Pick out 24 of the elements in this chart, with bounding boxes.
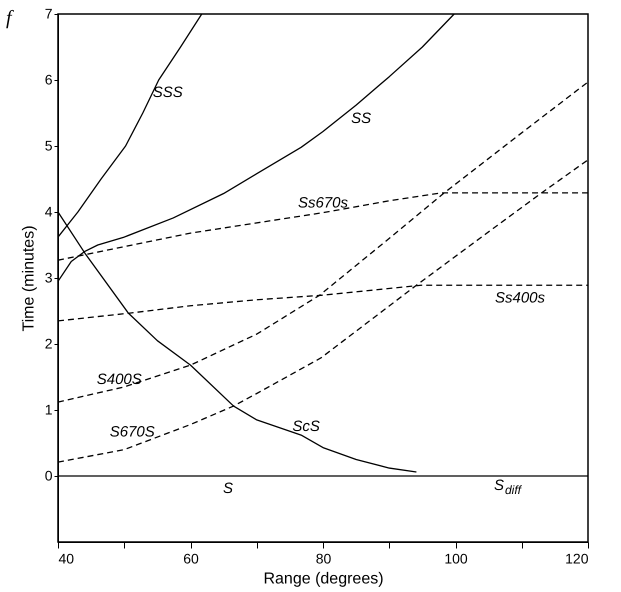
y-axis-title: Time (minutes): [20, 225, 38, 332]
y-tick-label: 7: [44, 6, 53, 22]
x-tick-label: 100: [444, 550, 468, 566]
y-tick-label: 5: [44, 138, 53, 154]
x-tick-label: 40: [58, 550, 74, 566]
series-label: S670S: [110, 424, 155, 441]
y-tick-label: 0: [44, 468, 53, 484]
y-tick-label: 2: [44, 336, 53, 352]
series-label: SS: [351, 110, 372, 128]
y-tick-label: 6: [44, 72, 53, 88]
x-tick-label: 80: [316, 550, 332, 566]
x-tick-label: 120: [565, 550, 589, 566]
text: f: [6, 7, 14, 29]
y-tick-label: 3: [44, 270, 53, 286]
y-tick-label: 4: [44, 204, 53, 220]
series-label: Ss670s: [298, 194, 349, 212]
series-label: Ss400s: [494, 289, 546, 306]
series-label: S400S: [96, 370, 142, 388]
x-axis-title: Range (degrees): [263, 570, 384, 588]
y-tick-label: 1: [44, 402, 53, 418]
x-tick-label: 60: [183, 550, 199, 566]
series-label: S: [222, 480, 234, 497]
series-label: ScS: [292, 418, 320, 436]
series-label: SSS: [152, 84, 183, 101]
